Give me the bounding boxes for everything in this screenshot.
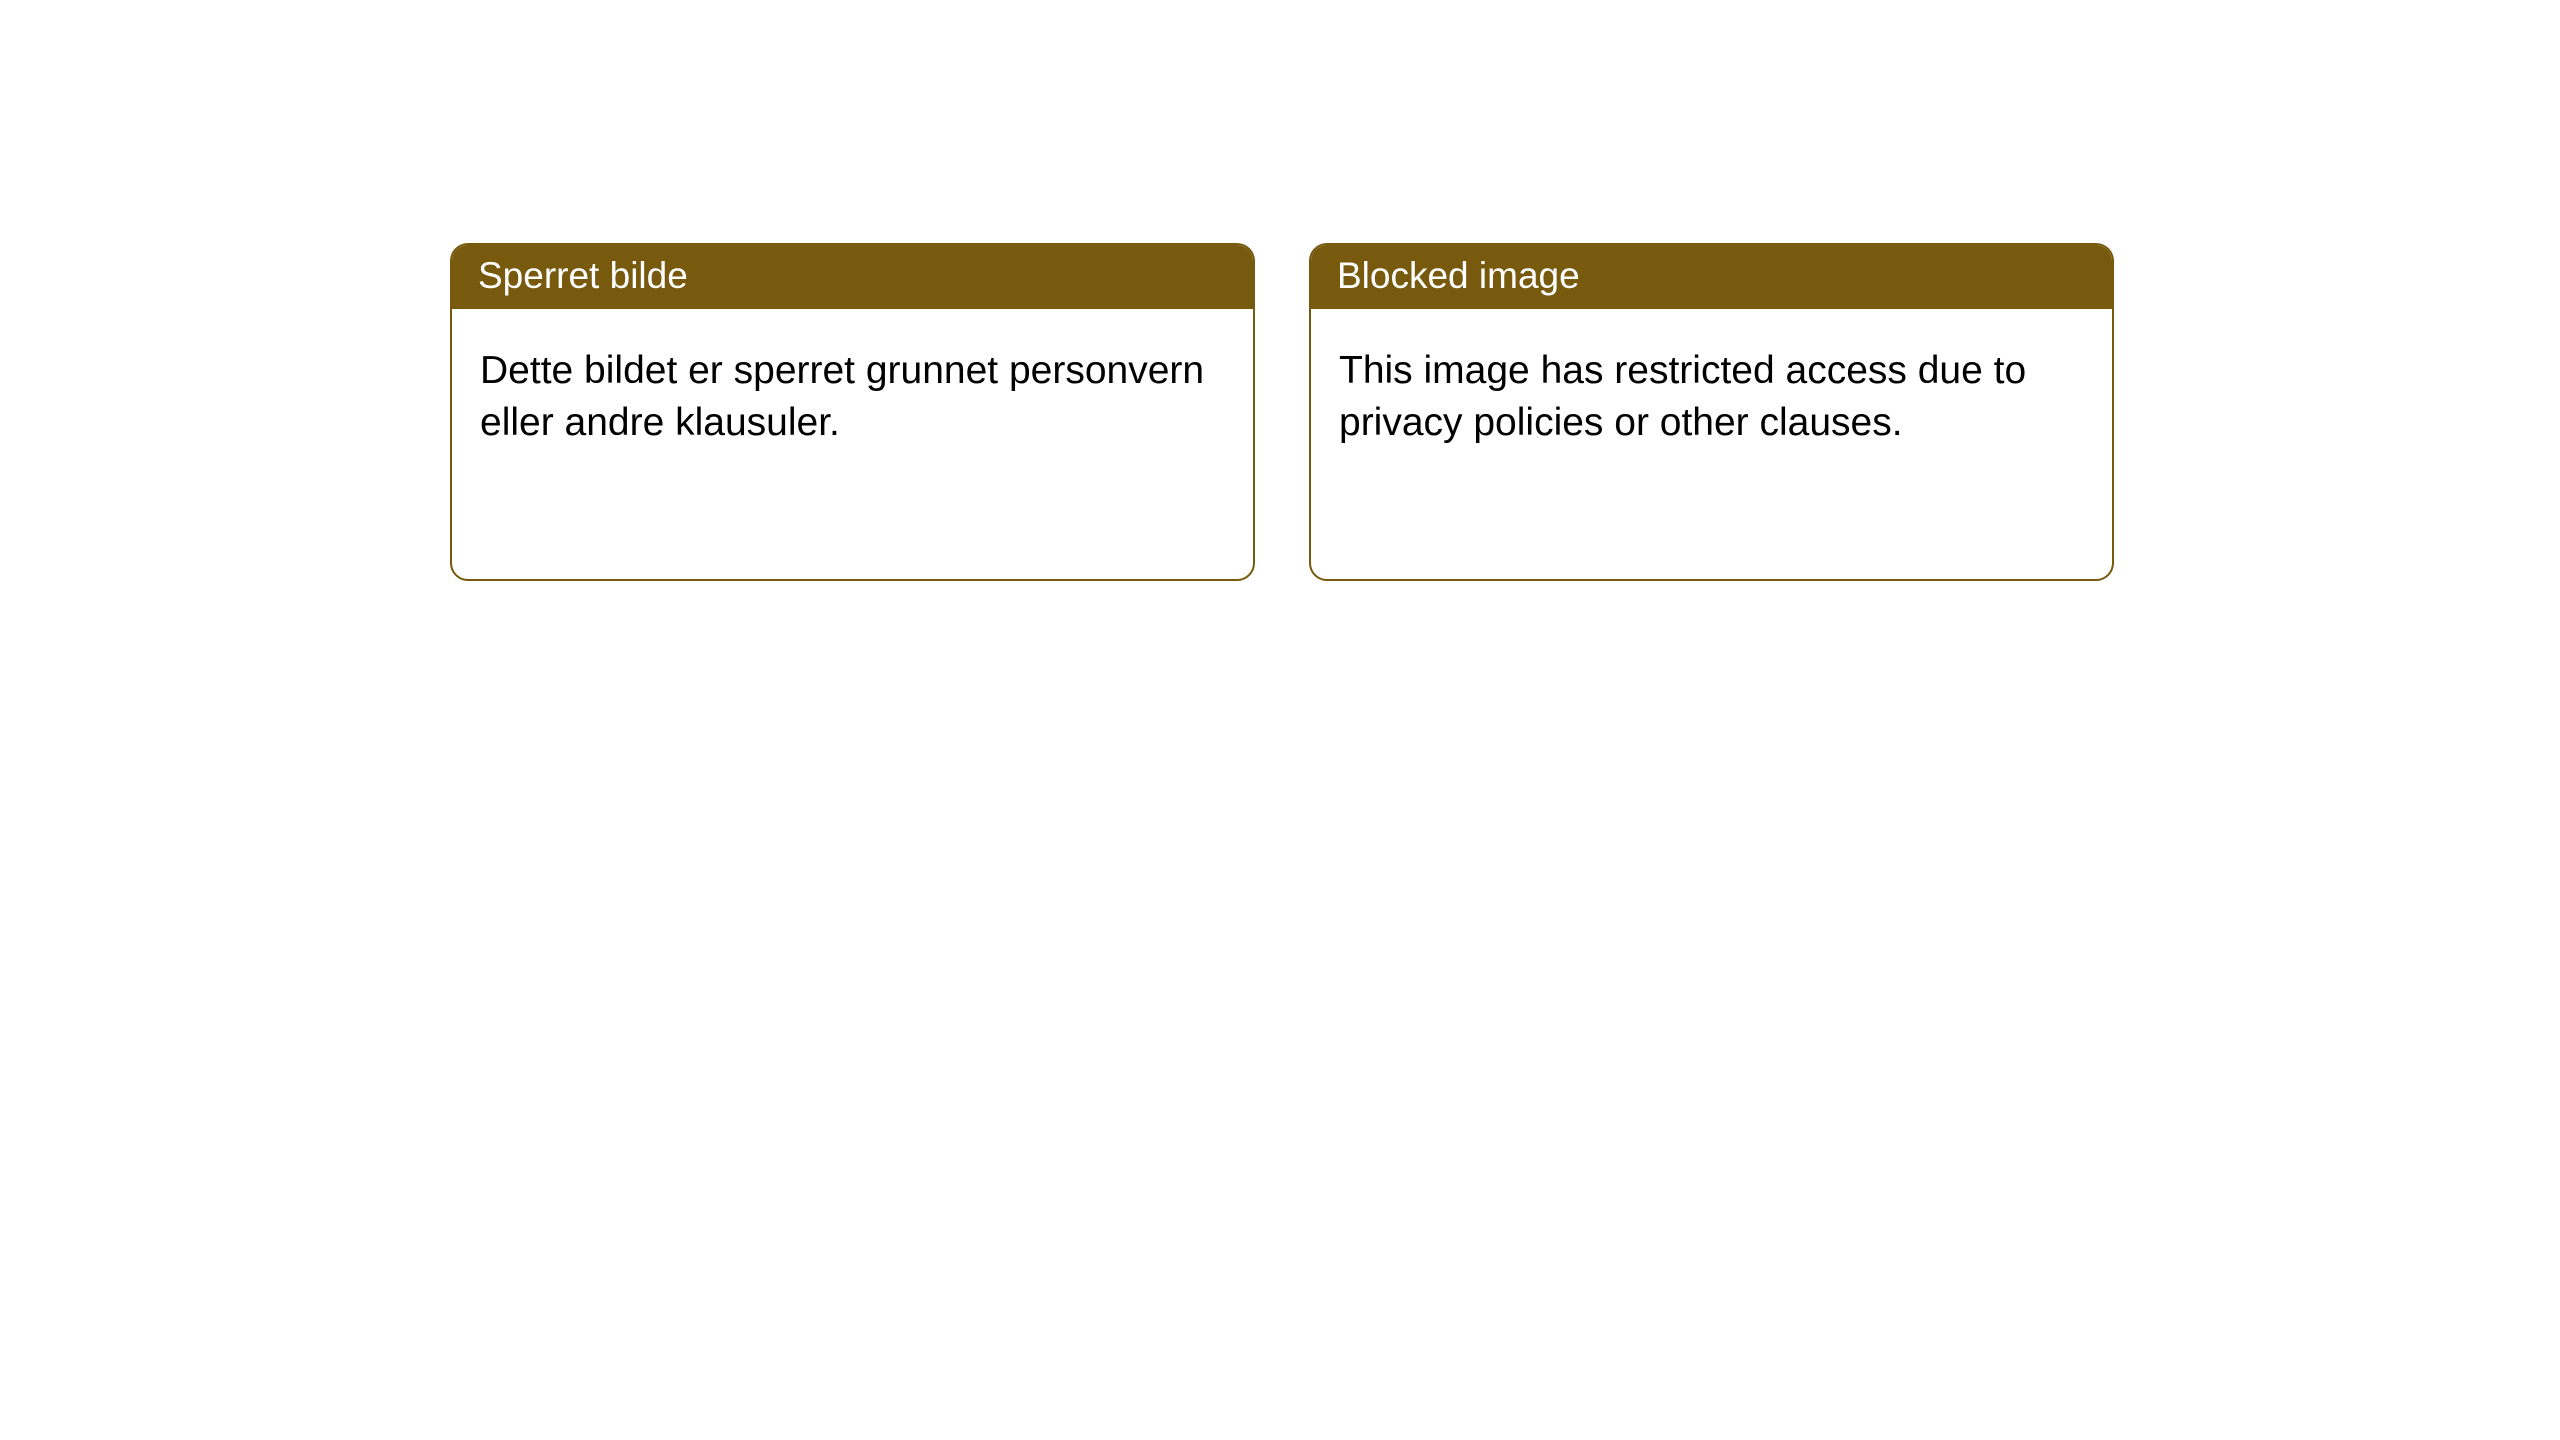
card-body: This image has restricted access due to … — [1311, 309, 2112, 579]
notice-card-norwegian: Sperret bilde Dette bildet er sperret gr… — [450, 243, 1255, 581]
card-header: Blocked image — [1311, 245, 2112, 309]
card-body: Dette bildet er sperret grunnet personve… — [452, 309, 1253, 579]
notice-card-english: Blocked image This image has restricted … — [1309, 243, 2114, 581]
notice-container: Sperret bilde Dette bildet er sperret gr… — [0, 0, 2560, 581]
card-header: Sperret bilde — [452, 245, 1253, 309]
